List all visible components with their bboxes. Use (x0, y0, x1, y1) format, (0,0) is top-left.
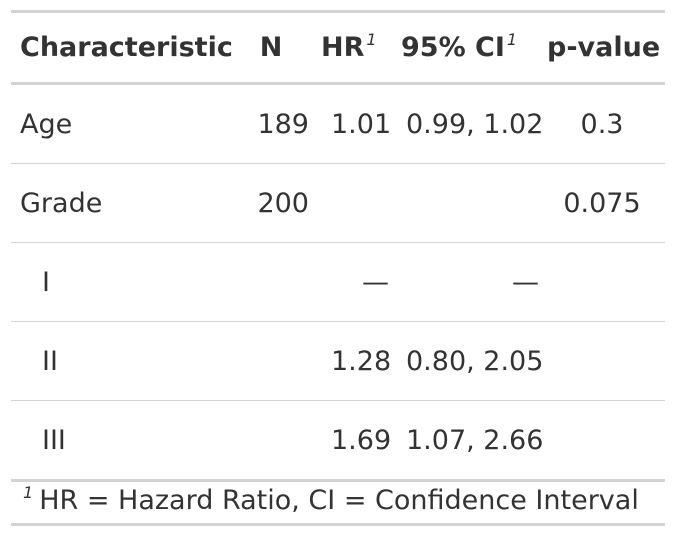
cell-characteristic: III (11, 400, 233, 482)
header-p-value-label: p-value (547, 32, 661, 63)
footnote-mark: 1 (23, 483, 34, 502)
header-hr-label: HR (321, 32, 365, 63)
table-row: I — — (11, 242, 665, 322)
hr-footnote-mark: 1 (366, 30, 377, 49)
cell-hr: 1.01 (309, 83, 392, 164)
cell-characteristic: Age (11, 83, 233, 164)
header-n-label: N (259, 32, 283, 63)
table-row: II 1.28 0.80, 2.05 (11, 321, 665, 401)
footnote-text: HR = Hazard Ratio, CI = Confidence Inter… (39, 485, 639, 516)
cell-ci: — (389, 242, 539, 322)
header-characteristic-label: Characteristic (20, 32, 233, 63)
cell-characteristic: Grade (11, 163, 233, 243)
cell-hr-value: — (362, 266, 389, 298)
cell-ci: 0.80, 2.05 (389, 321, 544, 401)
cell-p-value: 0.3 (539, 83, 665, 164)
cell-n (233, 400, 309, 482)
table-header: Characteristic N HR 1 95% CI 1 p-value (11, 10, 665, 85)
cell-n: 189 (233, 83, 309, 164)
header-hr: HR 1 (309, 10, 389, 85)
cell-n (233, 321, 309, 401)
table-row: Grade 200 0.075 (11, 163, 665, 243)
cell-n: 200 (233, 163, 309, 243)
header-n: N (233, 10, 309, 85)
cell-hr-value: 1.01 (331, 108, 392, 140)
header-p-value: p-value (539, 10, 665, 85)
cell-p-value (539, 321, 665, 401)
header-characteristic: Characteristic (11, 10, 233, 85)
table-row: III 1.69 1.07, 2.66 (11, 400, 665, 482)
header-ci: 95% CI 1 (389, 10, 539, 85)
cell-ci-value: 0.80, 2.05 (406, 345, 544, 377)
cell-hr (309, 163, 389, 243)
table-footnote: 1 HR = Hazard Ratio, CI = Confidence Inte… (11, 476, 665, 526)
table-body: Age 189 1.01 0.99, 1.02 0.3 Grade 200 0.… (11, 83, 665, 482)
ci-footnote-mark: 1 (506, 30, 518, 49)
cell-n-value: 200 (257, 187, 309, 219)
cell-hr: 1.28 (309, 321, 392, 401)
cell-ci-value: — (512, 266, 539, 298)
cell-p-value (539, 400, 665, 482)
cell-hr-value: 1.28 (331, 345, 392, 377)
cell-characteristic: II (11, 321, 233, 401)
header-ci-label: 95% CI (401, 32, 505, 63)
cell-ci-value: 1.07, 2.66 (406, 424, 544, 456)
cell-hr-value: 1.69 (331, 424, 392, 456)
cell-n-value: 189 (257, 108, 309, 140)
cell-ci: 0.99, 1.02 (389, 83, 544, 164)
cell-hr: 1.69 (309, 400, 392, 482)
cell-ci (389, 163, 539, 243)
cell-n (233, 242, 309, 322)
header-row: Characteristic N HR 1 95% CI 1 p-value (11, 10, 665, 85)
cell-hr: — (309, 242, 389, 322)
regression-table: Characteristic N HR 1 95% CI 1 p-value Age… (11, 10, 665, 482)
table-row: Age 189 1.01 0.99, 1.02 0.3 (11, 83, 665, 164)
cell-p-value: 0.075 (539, 163, 665, 243)
cell-ci: 1.07, 2.66 (389, 400, 544, 482)
cell-p-value (539, 242, 665, 322)
cell-characteristic: I (11, 242, 233, 322)
cell-ci-value: 0.99, 1.02 (406, 108, 544, 140)
